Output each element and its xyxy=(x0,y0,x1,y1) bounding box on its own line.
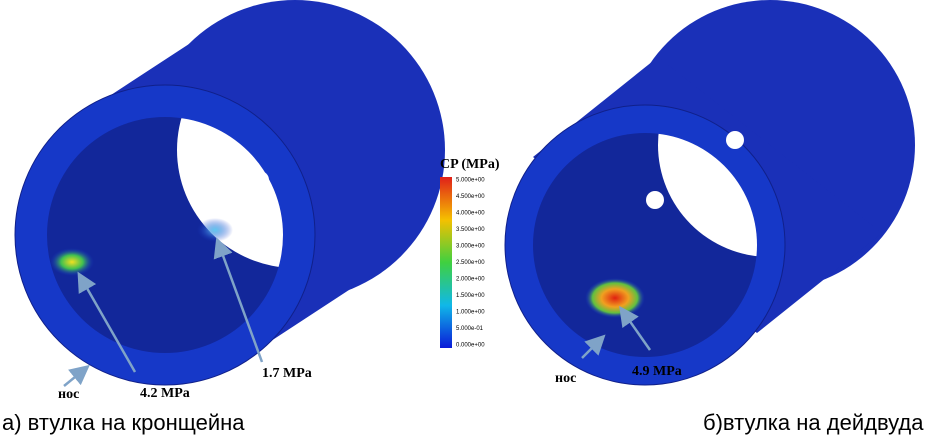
colorbar-label: 1.000e+00 xyxy=(456,310,485,316)
annotation: 4.9 MPa xyxy=(632,364,682,379)
colorbar-label: 3.500e+00 xyxy=(456,227,485,233)
nose-label: нос xyxy=(58,387,79,402)
caption: б)втулка на дейдвуда xyxy=(703,410,924,435)
colorbar-label: 2.500e+00 xyxy=(456,260,485,266)
colorbar-label: 2.000e+00 xyxy=(456,277,485,283)
annotation: 1.7 MPa xyxy=(262,366,312,381)
left-bushing xyxy=(15,0,445,385)
colorbar-label: 3.000e+00 xyxy=(456,244,485,250)
figure: CP (MPa) 5.000e+00 4.500e+00 4.000e+00 3.50… xyxy=(0,0,925,443)
annotation: 4.2 MPa xyxy=(140,386,190,401)
colorbar-label: 1.500e+00 xyxy=(456,293,485,299)
right-bushing xyxy=(505,0,915,385)
colorbar-label: 5.000e-01 xyxy=(456,326,484,332)
colorbar-gradient xyxy=(440,177,452,348)
colorbar-title: CP (MPa) xyxy=(440,157,500,172)
colorbar-label: 5.000e+00 xyxy=(456,178,485,184)
colorbar-label: 0.000e+00 xyxy=(456,343,485,349)
nose-label: нос xyxy=(555,371,576,386)
caption: а) втулка на кронщейна xyxy=(2,410,245,435)
colorbar-label: 4.000e+00 xyxy=(456,211,485,217)
colorbar-label: 4.500e+00 xyxy=(456,194,485,200)
colorbar: CP (MPa) 5.000e+00 4.500e+00 4.000e+00 3.50… xyxy=(440,157,500,349)
